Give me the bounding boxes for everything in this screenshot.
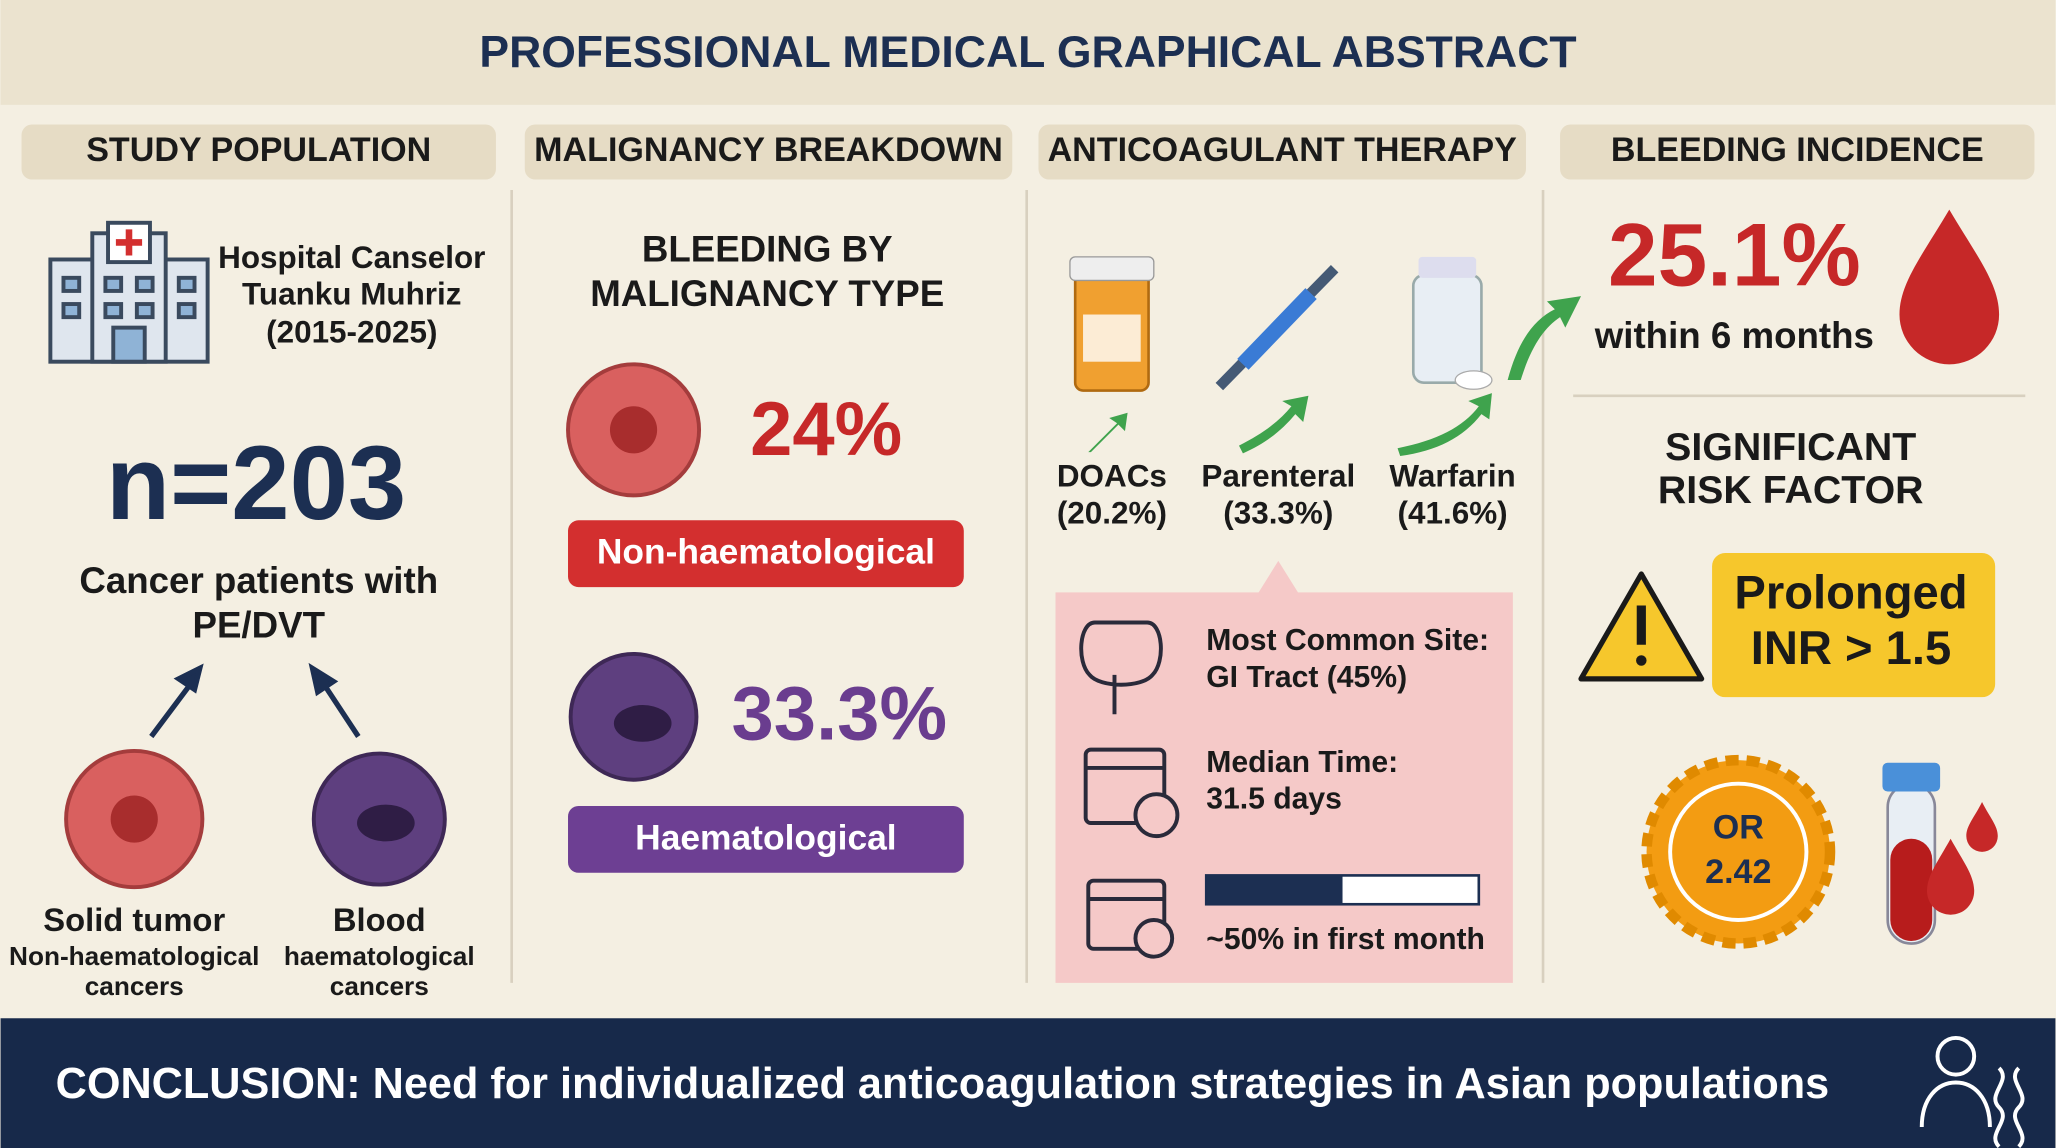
doctor-icon	[1919, 1035, 2025, 1148]
warning-icon	[1578, 571, 1705, 682]
hospital-name: (2015-2025)	[266, 314, 437, 349]
arrows	[149, 662, 361, 739]
drug-rate: (20.2%)	[1057, 495, 1167, 530]
group-name: Solid tumor	[43, 901, 225, 938]
panel-heading: MALIGNANCY BREAKDOWN	[534, 131, 1003, 169]
sample-size: n=203	[106, 425, 406, 542]
drug-name: DOACs	[1057, 459, 1167, 494]
risk-factor-box	[1712, 553, 1996, 698]
footer-band	[0, 1018, 2056, 1148]
population-description: Cancer patients with	[79, 560, 438, 601]
cell-icons	[64, 362, 702, 890]
conclusion: CONCLUSION: Need for individualized anti…	[56, 1060, 1830, 1108]
group-detail: Non-haematological	[9, 941, 259, 971]
site-text: Most Common Site:	[1206, 624, 1489, 657]
header-pills	[21, 124, 2035, 180]
site-text: GI Tract (45%)	[1206, 661, 1407, 694]
incidence-rate: 25.1%	[1608, 205, 1861, 305]
odds-badge	[1641, 754, 1836, 949]
drug-name: Parenteral	[1201, 459, 1355, 494]
drug-name: Warfarin	[1389, 459, 1515, 494]
page-title: PROFESSIONAL MEDICAL GRAPHICAL ABSTRACT	[479, 28, 1576, 77]
group-detail: haematological	[284, 941, 475, 971]
drug-icons	[1069, 256, 1493, 392]
early-text: ~50% in first month	[1206, 923, 1485, 956]
hospital-icon	[48, 220, 210, 364]
detail-icons	[1079, 620, 1180, 959]
panel-heading: BLEEDING INCIDENCE	[1611, 131, 1984, 169]
blood-drop	[1899, 209, 2000, 365]
hospital-name: Hospital Canselor	[218, 240, 485, 275]
odds-ratio: 2.42	[1705, 853, 1771, 891]
risk-factor: INR > 1.5	[1751, 621, 1952, 674]
title-band	[0, 0, 2056, 105]
malignancy-pills	[568, 520, 964, 873]
hospital-name: Tuanku Muhriz	[242, 276, 461, 311]
panel-heading: ANTICOAGULANT THERAPY	[1048, 131, 1518, 169]
test-tube	[1882, 762, 1998, 945]
group-detail: cancers	[85, 971, 184, 1001]
population-description: PE/DVT	[192, 604, 325, 645]
risk-title: RISK FACTOR	[1658, 468, 1924, 512]
bleeding-rate: 33.3%	[732, 672, 947, 757]
odds-ratio: OR	[1713, 809, 1764, 847]
risk-factor: Prolonged	[1734, 566, 1967, 619]
section-subtitle: BLEEDING BY	[642, 228, 893, 269]
bleeding-rate: 24%	[750, 387, 902, 472]
drug-rate: (33.3%)	[1223, 495, 1333, 530]
group-detail: cancers	[330, 971, 429, 1001]
incidence-window: within 6 months	[1594, 315, 1874, 356]
panel-heading: STUDY POPULATION	[86, 131, 431, 169]
group-name: Blood	[333, 901, 426, 938]
median-text: Median Time:	[1206, 746, 1398, 779]
progress-bar	[1204, 874, 1481, 906]
risk-title: SIGNIFICANT	[1665, 425, 1916, 469]
section-subtitle: MALIGNANCY TYPE	[590, 273, 944, 314]
malignancy-label: Non-haematological	[597, 533, 935, 572]
median-text: 31.5 days	[1206, 783, 1342, 816]
drug-rate: (41.6%)	[1398, 495, 1508, 530]
malignancy-label: Haematological	[635, 818, 896, 857]
